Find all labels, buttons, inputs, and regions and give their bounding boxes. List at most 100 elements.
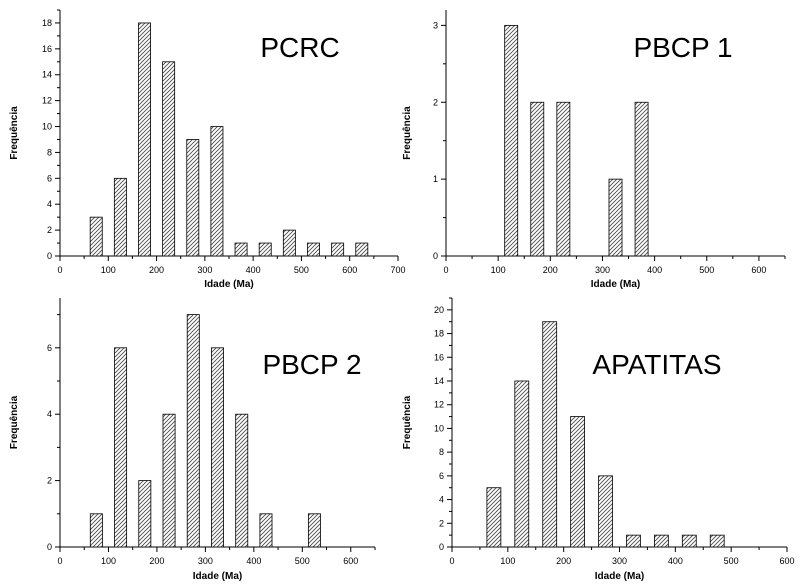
- histogram-bar: [258, 242, 272, 257]
- histogram-bar: [486, 487, 502, 548]
- x-tick-label: 600: [751, 265, 766, 275]
- y-tick-label: 2: [47, 225, 52, 235]
- y-tick-label: 1: [433, 174, 438, 184]
- x-tick-label: 0: [443, 265, 448, 275]
- x-tick-label: 600: [779, 556, 794, 566]
- x-tick-label: 700: [390, 265, 405, 275]
- y-axis-title: Frequência: [9, 395, 20, 449]
- x-tick-label: 100: [101, 265, 116, 275]
- histogram-bar: [138, 22, 151, 257]
- histogram-bar: [709, 534, 725, 548]
- histogram-bar: [634, 101, 649, 257]
- y-tick-label: 2: [433, 97, 438, 107]
- y-tick-label: 8: [439, 447, 444, 457]
- x-tick-label: 500: [699, 265, 714, 275]
- histogram-bar: [626, 534, 641, 548]
- histogram-bar: [113, 177, 127, 257]
- panel-title: APATITAS: [592, 349, 721, 380]
- x-tick-label: 200: [149, 265, 164, 275]
- y-tick-label: 2: [47, 476, 52, 486]
- y-tick-label: 10: [434, 423, 444, 433]
- y-tick-label: 4: [47, 199, 52, 209]
- y-tick-label: 16: [42, 44, 52, 54]
- histogram-bar: [89, 216, 103, 257]
- x-tick-label: 300: [198, 556, 213, 566]
- x-tick-label: 0: [57, 556, 62, 566]
- y-tick-label: 16: [434, 352, 444, 362]
- histogram-bar: [186, 139, 200, 257]
- x-tick-label: 600: [343, 556, 358, 566]
- x-tick-label: 200: [149, 556, 164, 566]
- x-tick-label: 300: [595, 265, 610, 275]
- panel-title: PCRC: [260, 32, 339, 63]
- x-tick-label: 400: [668, 556, 683, 566]
- histogram-bar: [556, 101, 571, 257]
- x-tick-label: 200: [556, 556, 571, 566]
- histogram-bar: [504, 24, 519, 257]
- x-tick-label: 200: [543, 265, 558, 275]
- y-tick-label: 0: [47, 542, 52, 552]
- y-axis-title: Frequência: [402, 395, 413, 449]
- histogram-bar: [162, 413, 176, 548]
- y-tick-label: 18: [434, 329, 444, 339]
- y-tick-label: 14: [434, 376, 444, 386]
- x-tick-label: 600: [342, 265, 357, 275]
- x-tick-label: 300: [612, 556, 627, 566]
- x-axis-title: Idade (Ma): [591, 279, 640, 290]
- histogram-bar: [331, 242, 345, 257]
- x-tick-label: 100: [101, 556, 116, 566]
- histogram-bar: [653, 534, 669, 548]
- y-tick-label: 8: [47, 147, 52, 157]
- y-tick-label: 0: [47, 251, 52, 261]
- y-axis-title: Frequência: [402, 106, 413, 160]
- y-tick-label: 0: [433, 251, 438, 261]
- x-tick-label: 100: [491, 265, 506, 275]
- y-tick-label: 4: [439, 495, 444, 505]
- histogram-bar: [608, 178, 623, 257]
- x-axis-title: Idade (Ma): [193, 571, 242, 582]
- x-tick-label: 500: [295, 556, 310, 566]
- x-tick-label: 500: [724, 556, 739, 566]
- y-tick-label: 0: [439, 542, 444, 552]
- histogram-bar: [138, 480, 152, 548]
- histogram-bar: [234, 242, 248, 257]
- x-axis-title: Idade (Ma): [204, 279, 253, 290]
- histogram-bar: [355, 242, 369, 257]
- y-tick-label: 12: [42, 96, 52, 106]
- panel-title: PBCP 2: [262, 349, 361, 380]
- y-tick-label: 2: [439, 518, 444, 528]
- y-tick-label: 12: [434, 400, 444, 410]
- histogram-bar: [162, 61, 176, 257]
- histogram-bar: [210, 126, 224, 257]
- histogram-bar: [514, 380, 530, 548]
- y-tick-label: 6: [47, 343, 52, 353]
- y-tick-label: 20: [434, 305, 444, 315]
- x-tick-label: 0: [57, 265, 62, 275]
- panel-title: PBCP 1: [633, 32, 732, 63]
- histogram-bar: [235, 413, 249, 548]
- y-tick-label: 6: [47, 173, 52, 183]
- histogram-bar: [598, 475, 613, 548]
- y-tick-label: 18: [42, 18, 52, 28]
- histogram-bar: [307, 513, 321, 548]
- histogram-bar: [259, 513, 273, 548]
- y-tick-label: 6: [439, 471, 444, 481]
- x-tick-label: 400: [246, 556, 261, 566]
- x-tick-label: 500: [294, 265, 309, 275]
- histogram-bar: [114, 347, 128, 548]
- histogram-bar: [211, 347, 224, 548]
- x-tick-label: 100: [500, 556, 515, 566]
- x-tick-label: 400: [647, 265, 662, 275]
- x-tick-label: 400: [246, 265, 261, 275]
- x-tick-label: 300: [197, 265, 212, 275]
- histogram-bar: [681, 534, 697, 548]
- histogram-bar: [542, 321, 558, 548]
- x-axis-title: Idade (Ma): [595, 571, 644, 582]
- y-tick-label: 14: [42, 70, 52, 80]
- x-tick-label: 0: [449, 556, 454, 566]
- histogram-bar: [186, 314, 200, 548]
- y-axis-title: Frequência: [9, 106, 20, 160]
- histogram-bar: [307, 242, 320, 257]
- y-tick-label: 4: [47, 409, 52, 419]
